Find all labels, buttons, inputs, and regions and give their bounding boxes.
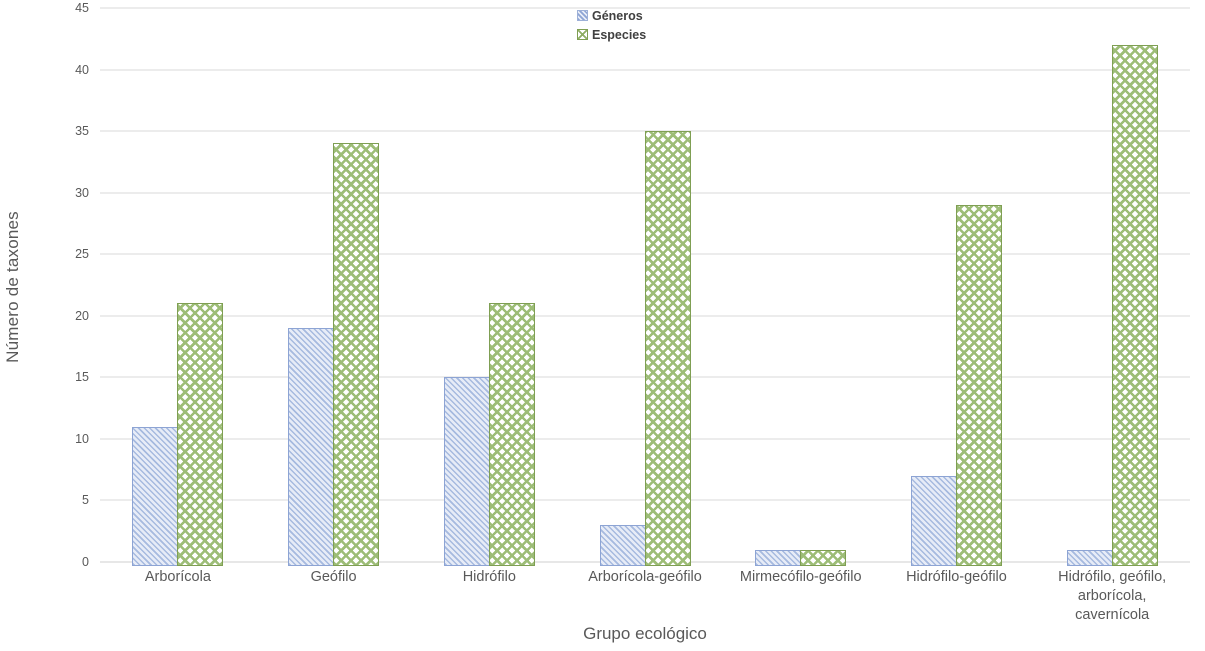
bar-generos: [288, 328, 335, 566]
gridline: [100, 69, 1190, 71]
y-axis-title: Número de taxones: [3, 211, 22, 363]
legend-label: Especies: [592, 27, 647, 42]
bar-generos: [443, 377, 490, 566]
bar-group: [411, 8, 567, 566]
legend-item-especies: Especies: [577, 26, 646, 43]
bar-generos: [755, 549, 802, 566]
y-tick-label: 45: [75, 1, 89, 15]
bar-group: [100, 8, 256, 566]
crosshatch-swatch-icon: [577, 29, 588, 40]
y-tick-label: 30: [75, 185, 89, 200]
category-label: Arborícola: [144, 569, 211, 585]
y-tick-label: 40: [75, 62, 89, 77]
bar-especies: [644, 131, 691, 566]
diagonal-hatch-swatch-icon: [577, 10, 588, 21]
bar-especies: [177, 303, 224, 566]
category-label: Hidrófilo: [462, 569, 516, 585]
bar-group: [723, 8, 879, 566]
category-label: Arborícola-geófilo: [588, 569, 702, 585]
y-tick-label: 10: [75, 431, 89, 446]
legend-item-generos: Géneros: [577, 7, 646, 24]
category-label: Geófilo: [310, 569, 357, 585]
y-tick-label: 25: [75, 247, 89, 262]
bar-especies: [333, 143, 380, 566]
bar-generos: [132, 426, 179, 566]
y-tick-label: 5: [82, 493, 89, 508]
bar-generos: [599, 525, 646, 566]
bar-especies: [488, 303, 535, 566]
x-axis-title: Grupo ecológico: [583, 624, 707, 643]
category-label: Mirmecófilo-geófilo: [739, 569, 862, 585]
category-label: Hidrófilo-geófilo: [906, 569, 1007, 585]
bar-generos: [910, 475, 957, 566]
bar-group: [256, 8, 412, 566]
bar-groups: [100, 8, 1190, 566]
bar-generos: [1066, 549, 1113, 566]
bar-group: [1034, 8, 1190, 566]
y-tick-label: 35: [75, 124, 89, 139]
bar-group: [879, 8, 1035, 566]
plot-area: 0 5 10 15 20 25 30 35 40 45: [75, 1, 1190, 569]
bar-especies: [800, 549, 847, 566]
bar-group: [567, 8, 723, 566]
bar-especies: [955, 204, 1002, 566]
category-label: Hidrófilo, geófilo, arborícola, caverníc…: [1058, 569, 1167, 623]
bar-especies: [1111, 44, 1158, 566]
x-category-labels: Arborícola Geófilo Hidrófilo Arborícola-geó…: [100, 568, 1190, 625]
y-tick-label: 0: [82, 555, 89, 569]
y-tick-label: 15: [75, 370, 89, 385]
y-tick-label: 20: [75, 308, 89, 323]
legend-label: Géneros: [592, 8, 643, 23]
legend: Géneros Especies: [577, 7, 646, 43]
gridline: [100, 7, 1190, 9]
